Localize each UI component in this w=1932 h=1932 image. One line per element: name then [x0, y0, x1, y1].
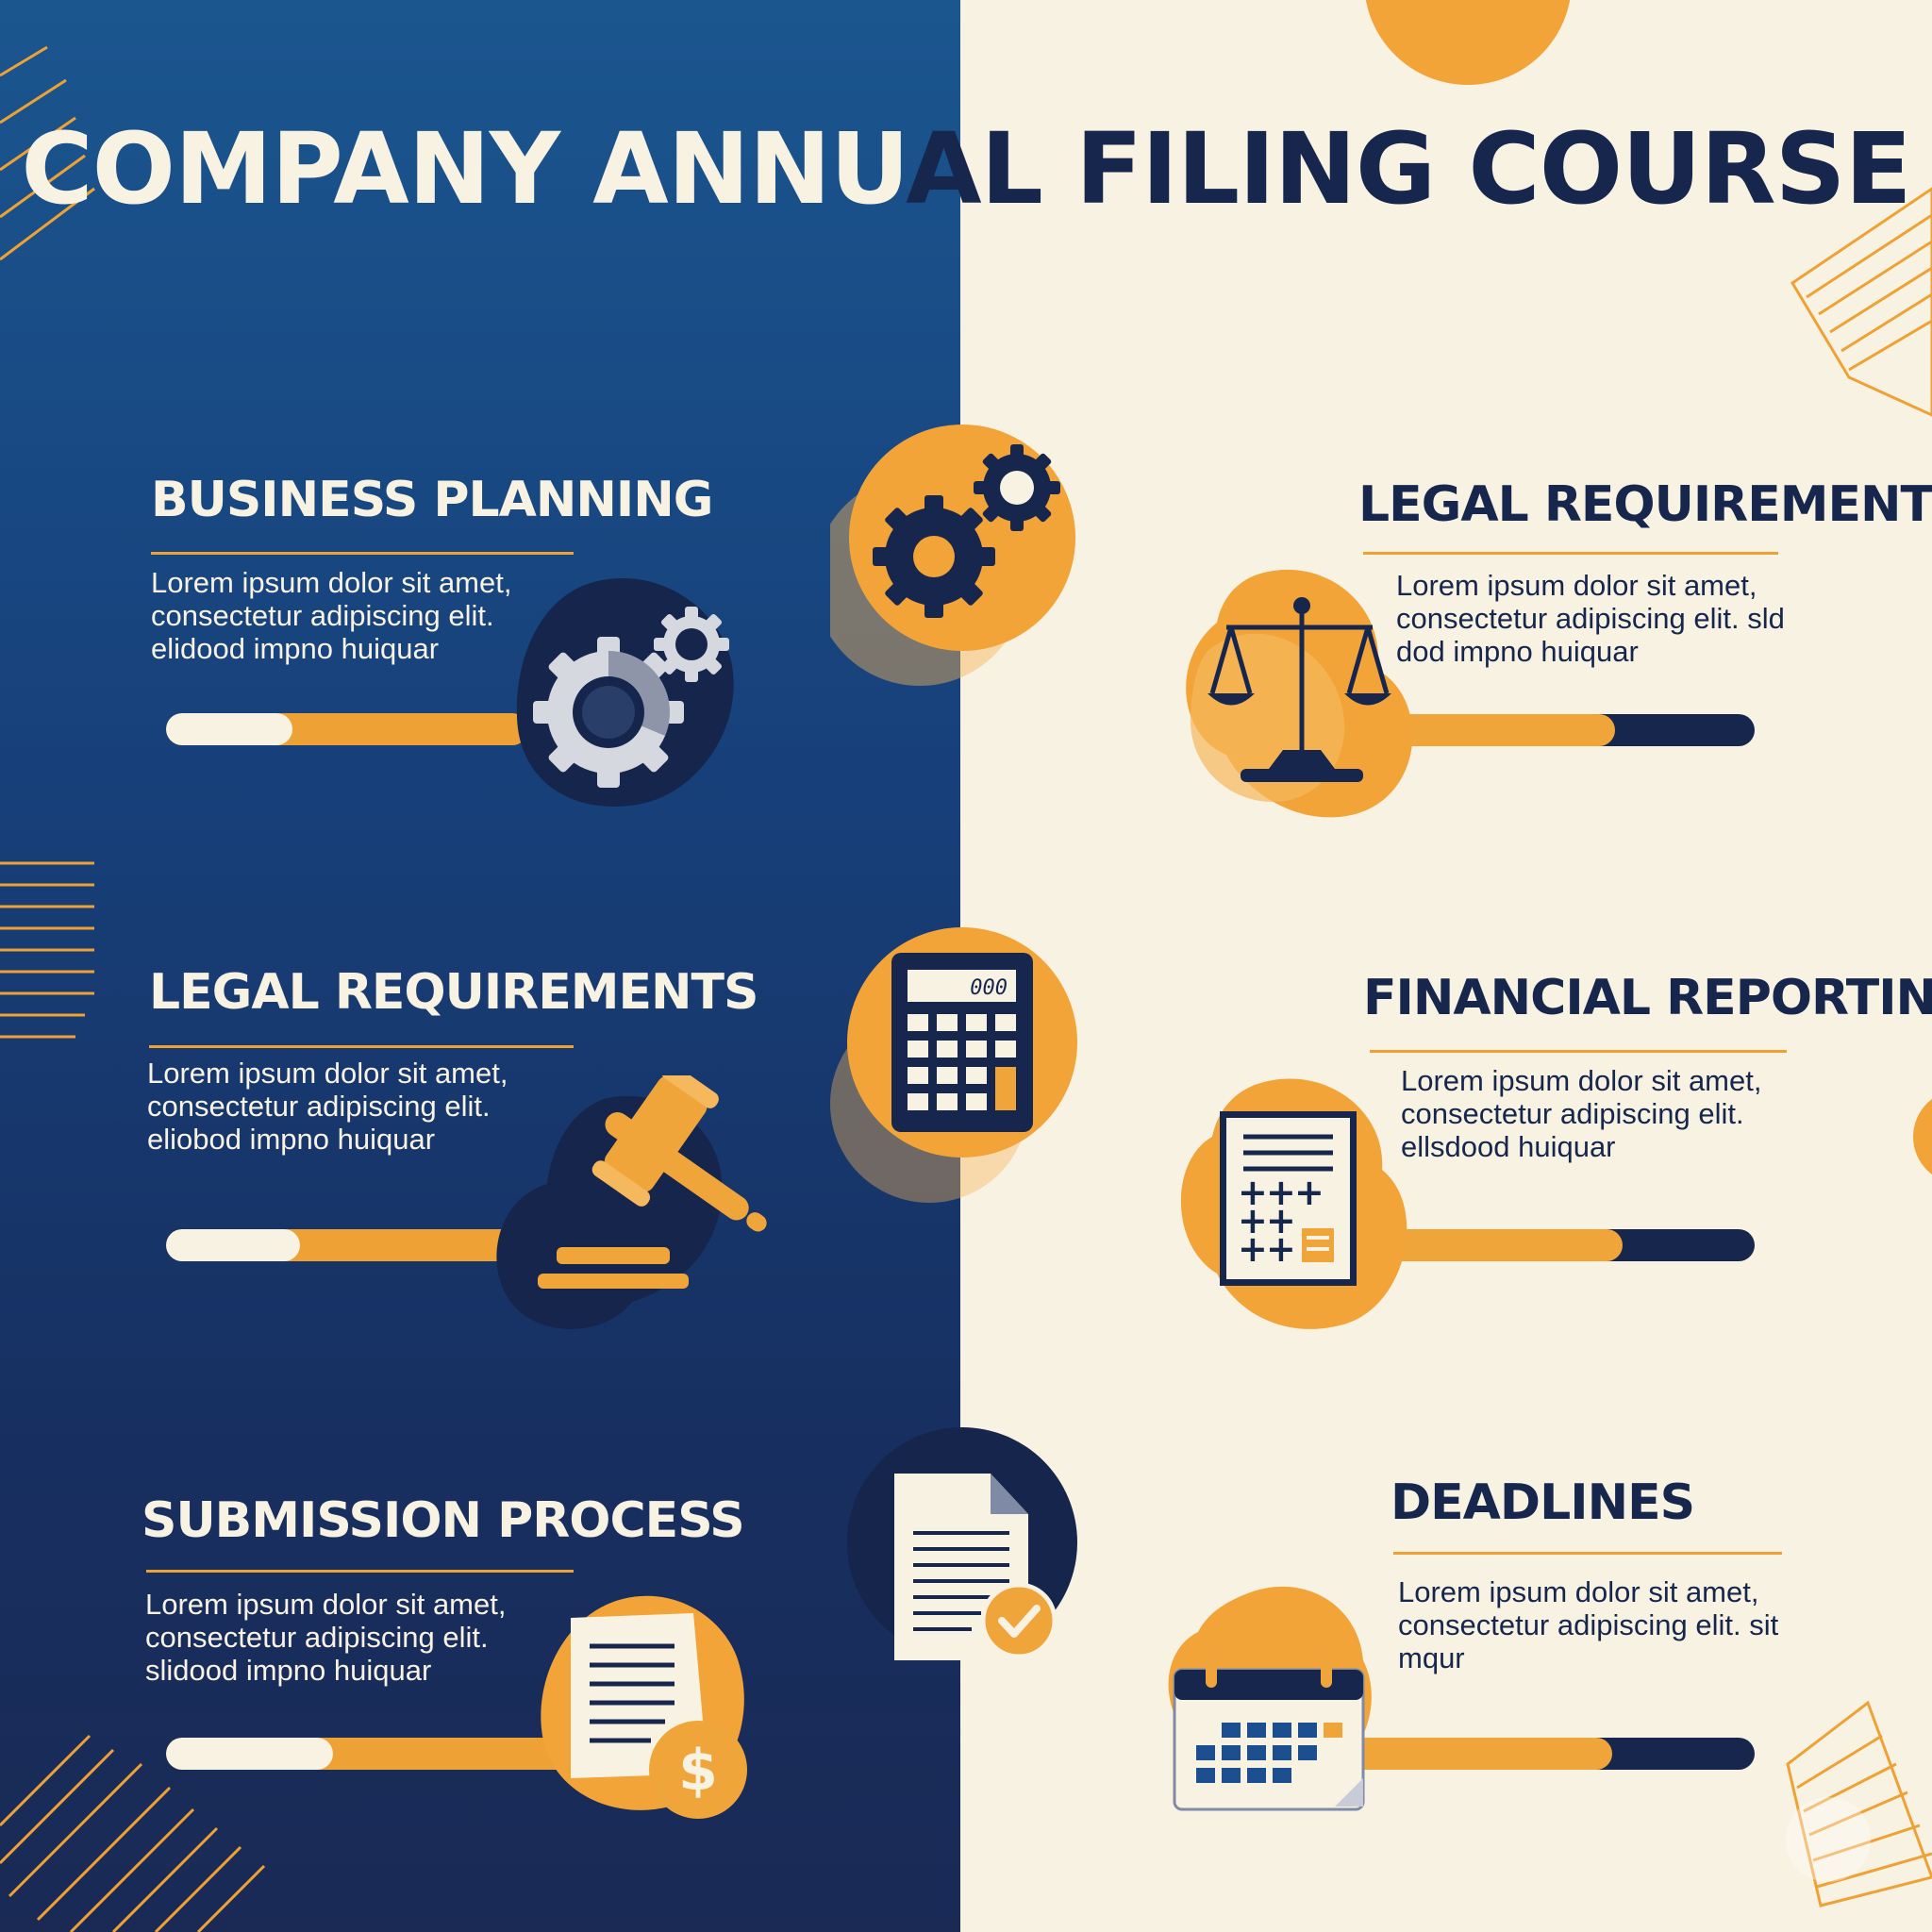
calculator-display: 000: [970, 976, 1008, 1000]
section-heading: BUSINESS PLANNING: [151, 472, 713, 528]
invoice-dollar-icon: $: [541, 1595, 747, 1819]
section-body: Lorem ipsum dolor sit amet, consectetur …: [1398, 1575, 1779, 1674]
progress-fill: [166, 1738, 334, 1770]
scales-of-justice-icon: [1186, 569, 1413, 818]
section-divider: [1363, 552, 1778, 555]
document-check-icon: [847, 1427, 1077, 1660]
gears-icon: [516, 577, 734, 807]
gavel-icon: [496, 1075, 767, 1329]
left-panel-background: [0, 0, 960, 1932]
center-gears-icon: [830, 425, 1075, 686]
section-divider: [151, 552, 574, 555]
svg-text:+: +: [1294, 1172, 1324, 1213]
section-heading: SUBMISSION PROCESS: [142, 1492, 745, 1549]
section-heading: DEADLINES: [1391, 1474, 1695, 1531]
progress-bar: [166, 713, 528, 745]
section-body: Lorem ipsum dolor sit amet, consectetur …: [145, 1588, 507, 1687]
svg-text:+: +: [1266, 1228, 1296, 1270]
section-body: Lorem ipsum dolor sit amet, consectetur …: [1396, 569, 1785, 668]
section-body: Lorem ipsum dolor sit amet, consectetur …: [147, 1057, 508, 1156]
right-panel-background: [960, 0, 1932, 1932]
section-divider: [146, 1570, 574, 1573]
svg-text:$: $: [678, 1738, 718, 1804]
svg-text:+: +: [1266, 1200, 1296, 1241]
svg-text:+: +: [1238, 1200, 1268, 1241]
calculator-icon: 000: [830, 927, 1077, 1203]
progress-bar: [166, 1738, 574, 1770]
page-title: COMPANY ANNUAL FILING COURSE: [0, 111, 1932, 226]
svg-text:+: +: [1238, 1228, 1268, 1270]
svg-text:+: +: [1266, 1172, 1296, 1213]
title-left-part: COMPANY ANNU: [21, 111, 907, 226]
section-divider: [1370, 1050, 1787, 1053]
section-divider: [149, 1045, 574, 1048]
title-right-part: AL FILING COURSE: [906, 111, 1911, 226]
financial-report-icon: +++ ++ ++: [1180, 1078, 1407, 1329]
section-heading: LEGAL REQUIREMENTS: [149, 964, 758, 1021]
section-body: Lorem ipsum dolor sit amet, consectetur …: [1401, 1064, 1762, 1163]
section-heading: FINANCIAL REPORTING: [1363, 970, 1932, 1026]
progress-bar: [166, 1229, 528, 1261]
section-heading: LEGAL REQUIREMENTS: [1358, 476, 1932, 533]
section-divider: [1393, 1552, 1782, 1555]
svg-text:+: +: [1238, 1172, 1268, 1213]
calendar-icon: [1168, 1586, 1372, 1811]
progress-fill: [166, 1229, 301, 1261]
progress-fill: [166, 713, 293, 745]
section-body: Lorem ipsum dolor sit amet, consectetur …: [151, 566, 512, 665]
